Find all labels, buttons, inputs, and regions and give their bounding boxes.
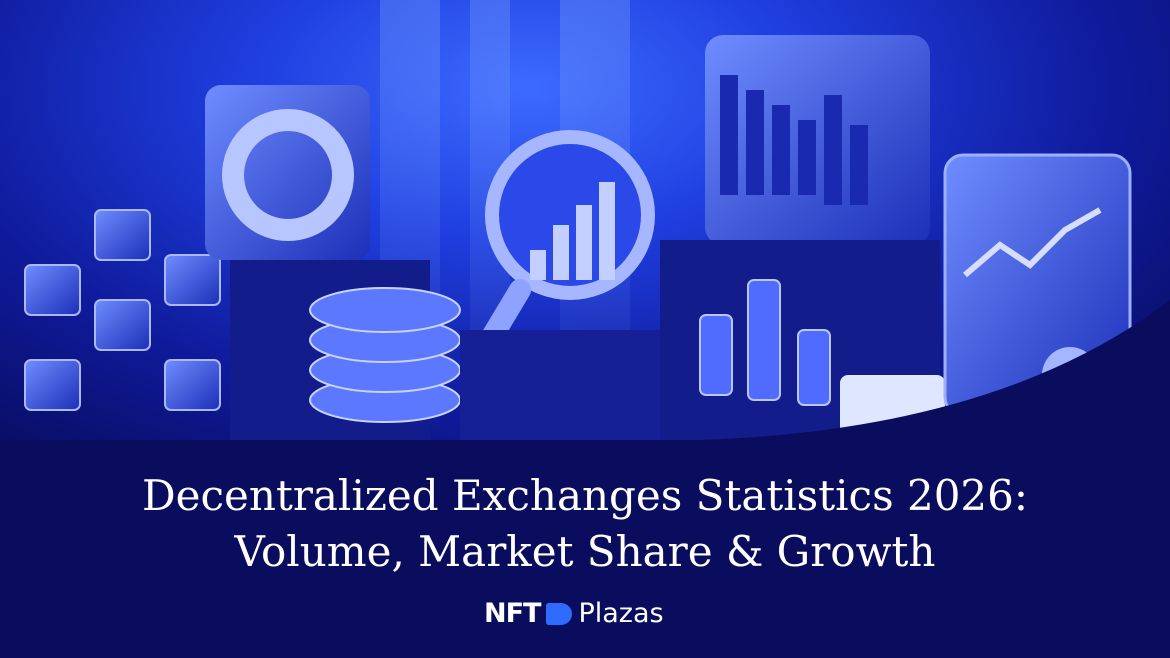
- magnifier-chart-icon: [479, 130, 655, 351]
- decorative-curve: [700, 300, 1170, 440]
- title-line-1: Decentralized Exchanges Statistics 2026:: [141, 471, 1029, 520]
- coin-stack-icon: [309, 287, 461, 423]
- candlestick-icon: [699, 279, 831, 406]
- blockchain-cubes-icon: [24, 209, 221, 411]
- hero-illustration: [0, 0, 1170, 440]
- title-line-2: Volume, Market Share & Growth: [234, 527, 936, 576]
- logo-mark-icon: [546, 602, 573, 625]
- illustration-shapes: [24, 35, 1170, 440]
- logo-text-nft: NFT: [484, 598, 541, 629]
- donut-chart-icon: [205, 85, 370, 260]
- bar-chart-board-icon: [705, 35, 930, 245]
- logo-text-plazas: Plazas: [578, 598, 664, 629]
- nft-plazas-logo: NFT Plazas: [484, 598, 664, 629]
- page-title: Decentralized Exchanges Statistics 2026:…: [0, 468, 1170, 580]
